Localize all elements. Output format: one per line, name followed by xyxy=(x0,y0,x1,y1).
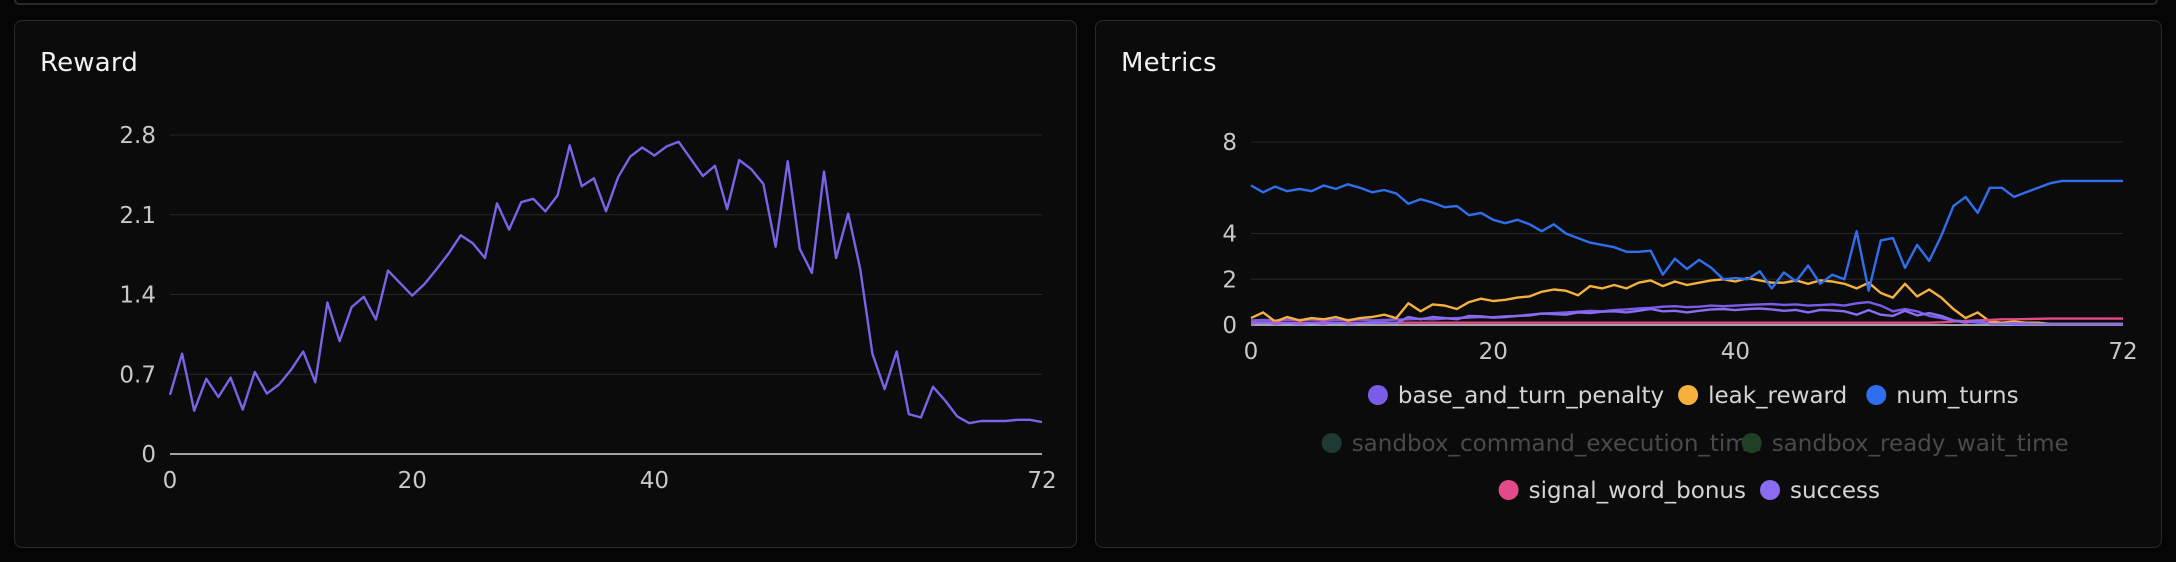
legend-swatch xyxy=(1321,433,1342,453)
legend-label: leak_reward xyxy=(1708,383,1847,409)
legend-swatch xyxy=(1367,385,1388,405)
x-tick-label: 20 xyxy=(1479,339,1508,365)
y-tick-label: 0.7 xyxy=(119,362,156,388)
x-tick-label: 40 xyxy=(640,468,669,494)
legend-label: base_and_turn_penalty xyxy=(1398,383,1664,409)
top-divider xyxy=(14,0,2158,5)
series-line xyxy=(1250,276,2123,326)
x-tick-label: 40 xyxy=(1721,339,1750,365)
x-tick-label: 0 xyxy=(1244,339,1259,365)
reward-chart: 0 0.7 1.4 2.1 2.8 0 20 40 72 xyxy=(119,123,1056,494)
y-tick-label: 8 xyxy=(1222,130,1237,156)
metrics-chart: 0 2 4 8 0 20 40 72 base_and_turn_penalty leak_rew… xyxy=(1222,130,2137,504)
legend-label: sandbox_command_execution_time xyxy=(1352,431,1762,457)
y-tick-label: 2.8 xyxy=(119,123,156,149)
legend-label: signal_word_bonus xyxy=(1529,478,1746,504)
y-tick-label: 1.4 xyxy=(119,283,156,309)
legend-swatch xyxy=(1760,480,1780,500)
series-line xyxy=(1250,179,2123,292)
x-tick-label: 0 xyxy=(163,468,178,494)
reward-panel-title: Reward xyxy=(40,48,139,78)
series-line xyxy=(1250,300,2123,326)
y-tick-label: 2 xyxy=(1222,267,1237,293)
legend-swatch xyxy=(1741,433,1762,453)
x-tick-label: 72 xyxy=(2108,339,2137,365)
y-tick-label: 2.1 xyxy=(119,203,156,229)
series-line xyxy=(168,140,1043,425)
legend-label: success xyxy=(1790,478,1880,504)
reward-panel: Reward 0 0.7 1.4 2.1 2.8 0 20 40 72 xyxy=(14,20,1077,548)
legend-label: num_turns xyxy=(1896,383,2018,409)
legend-swatch xyxy=(1866,385,1887,405)
y-tick-label: 0 xyxy=(1222,313,1237,339)
x-tick-label: 20 xyxy=(398,468,427,494)
legend-swatch xyxy=(1678,385,1699,405)
series-line xyxy=(1250,307,2123,326)
metrics-panel: Metrics 0 2 4 8 0 20 40 72 base_and_turn_penalty… xyxy=(1095,20,2162,548)
y-tick-label: 0 xyxy=(141,442,156,468)
legend-swatch xyxy=(1498,480,1519,500)
legend-label: sandbox_ready_wait_time xyxy=(1772,431,2069,457)
y-tick-label: 4 xyxy=(1222,222,1237,248)
metrics-panel-title: Metrics xyxy=(1121,48,1217,78)
x-tick-label: 72 xyxy=(1027,468,1056,494)
